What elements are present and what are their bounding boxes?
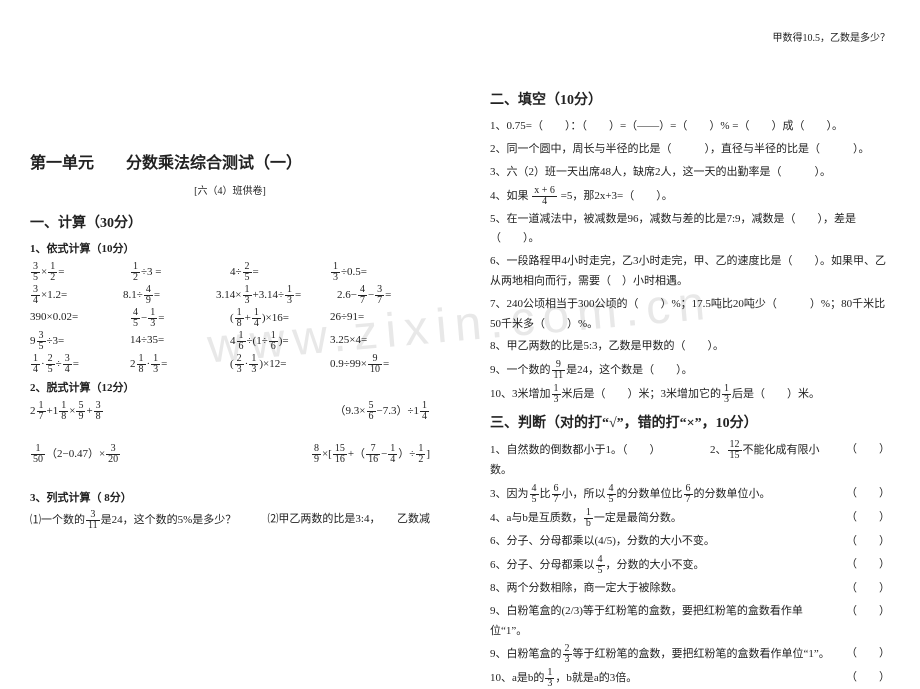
judge-text: 10、a是b的13，b就是a的3倍。 xyxy=(490,668,637,689)
calc-row: 14·25÷34= 218·13= (23·13)×12= 0.9÷99×910… xyxy=(30,354,430,375)
calc2-cell: 217+118×59+38 xyxy=(30,401,230,422)
calc-cell: 45−13= xyxy=(130,308,230,329)
judge-text: 1、自然数的倒数都小于1。（ ） 2、1215不能化成有限小数。 xyxy=(490,440,838,481)
judge-paren: （ ） xyxy=(846,532,890,552)
calc-row: 35×12= 12÷3 = 4÷25= 13÷0.5= xyxy=(30,262,430,283)
judge-paren: （ ） xyxy=(846,484,890,505)
fill-item: 2、同一个圆中，周长与半径的比是（ ），直径与半径的比是（ ）。 xyxy=(490,140,890,160)
judge-paren: （ ） xyxy=(846,644,890,665)
q3-cell: ⑵甲乙两数的比是3:4， 乙数减 xyxy=(236,510,430,531)
fill-item: 8、甲乙两数的比是5:3，乙数是甲数的（ ）。 xyxy=(490,337,890,357)
sub-title: [六（4）班供卷] xyxy=(30,183,430,201)
judge-text: 6、分子、分母都乘以(4/5)，分数的大小不变。 xyxy=(490,532,715,552)
calc-cell: 13÷0.5= xyxy=(330,262,430,283)
left-column: 第一单元 分数乘法综合测试（一） [六（4）班供卷] 一、计算（30分） 1、依… xyxy=(0,0,460,650)
judge-paren: （ ） xyxy=(846,579,890,599)
subsection-1-3: 3、列式计算（ 8分） xyxy=(30,489,430,509)
calc-cell: 12÷3 = xyxy=(130,262,230,283)
fill-item: 9、一个数的911是24，这个数是（ ）。 xyxy=(490,360,890,381)
judge-paren: （ ） xyxy=(846,668,890,689)
judge-text: 3、因为45比67小，所以45的分数单位比67的分数单位小。 xyxy=(490,484,771,505)
calc-row: 935÷3= 14÷35= 416÷(1÷16)= 3.25×4= xyxy=(30,331,430,352)
judge-text: 8、两个分数相除，商一定大于被除数。 xyxy=(490,579,683,599)
calc-cell: 3.14×13+3.14÷13= xyxy=(216,285,337,306)
judge-item: 6、分子、分母都乘以45，分数的大小不变。 （ ） xyxy=(490,555,890,576)
judge-item: 8、两个分数相除，商一定大于被除数。 （ ） xyxy=(490,579,890,599)
calc-cell: 3.25×4= xyxy=(330,331,430,352)
q3-cell: ⑴一个数的311是24，这个数的5%是多少？ xyxy=(30,510,236,531)
judge-paren: （ ） xyxy=(846,555,890,576)
judge-paren: （ ） xyxy=(846,508,890,529)
calc-cell: 14÷35= xyxy=(130,331,230,352)
calc-cell: 390×0.02= xyxy=(30,308,130,329)
calc-cell: 218·13= xyxy=(130,354,230,375)
calc-cell: 14·25÷34= xyxy=(30,354,130,375)
fill-item: 6、一段路程甲4小时走完，乙3小时走完，甲、乙的速度比是（ ）。如果甲、乙从两地… xyxy=(490,252,890,292)
page: 第一单元 分数乘法综合测试（一） [六（4）班供卷] 一、计算（30分） 1、依… xyxy=(0,0,920,650)
subsection-1-2: 2、脱式计算（12分） xyxy=(30,379,430,399)
judge-item: 1、自然数的倒数都小于1。（ ） 2、1215不能化成有限小数。 （ ） xyxy=(490,440,890,481)
fill-item: 5、在一道减法中，被减数是96，减数与差的比是7:9，减数是（ ），差是（ ）。 xyxy=(490,210,890,250)
section-3: 三、判断（对的打“√”，错的打“×”，10分） xyxy=(490,411,890,436)
judge-item: 4、a与b是互质数，1b一定是最简分数。 （ ） xyxy=(490,508,890,529)
calc-cell: 35×12= xyxy=(30,262,130,283)
q3-row: ⑴一个数的311是24，这个数的5%是多少？ ⑵甲乙两数的比是3:4， 乙数减 xyxy=(30,510,430,531)
calc-cell: 26÷91= xyxy=(330,308,430,329)
fill-item: 3、六（2）班一天出席48人，缺席2人，这一天的出勤率是（ ）。 xyxy=(490,163,890,183)
calc-cell: (23·13)×12= xyxy=(230,354,330,375)
unit-title: 第一单元 分数乘法综合测试（一） xyxy=(30,150,430,179)
calc-cell: 4÷25= xyxy=(230,262,330,283)
calc2-cell: （9.3×56−7.3）÷114 xyxy=(230,401,430,422)
calc-cell: (18+14)×16= xyxy=(230,308,330,329)
judge-paren: （ ） xyxy=(846,440,890,481)
calc-row: 34×1.2= 8.1÷49= 3.14×13+3.14÷13= 2.6−47−… xyxy=(30,285,430,306)
section-1: 一、计算（30分） xyxy=(30,211,430,236)
fill-item: 7、240公顷相当于300公顷的（ ）%；17.5吨比20吨少（ ）%；80千米… xyxy=(490,295,890,335)
calc2-row: 217+118×59+38 （9.3×56−7.3）÷114 xyxy=(30,401,430,422)
judge-item: 9、白粉笔盒的23等于红粉笔的盒数，要把红粉笔的盒数看作单位“1”。 （ ） xyxy=(490,644,890,665)
judge-text: 9、白粉笔盒的(2/3)等于红粉笔的盒数，要把红粉笔的盒数看作单位“1”。 xyxy=(490,602,838,642)
fill-item: 10、3米增加13米后是（ ）米；3米增加它的13后是（ ）米。 xyxy=(490,384,890,405)
section-2: 二、填空（10分） xyxy=(490,88,890,113)
judge-item: 6、分子、分母都乘以(4/5)，分数的大小不变。 （ ） xyxy=(490,532,890,552)
subsection-1-1: 1、依式计算（10分） xyxy=(30,240,430,260)
judge-item: 10、a是b的13，b就是a的3倍。 （ ） xyxy=(490,668,890,689)
calc2-row: 150（2−0.47）×320 89×[1516+（716−14）÷12] xyxy=(30,444,430,465)
calc2-cell: 150（2−0.47）×320 xyxy=(30,444,230,465)
judge-text: 6、分子、分母都乘以45，分数的大小不变。 xyxy=(490,555,705,576)
calc-cell: 935÷3= xyxy=(30,331,130,352)
right-column: 甲数得10.5，乙数是多少？ 二、填空（10分） 1、0.75=（ ）：（ ）=… xyxy=(460,0,920,650)
judge-text: 4、a与b是互质数，1b一定是最简分数。 xyxy=(490,508,682,529)
calc-row: 390×0.02= 45−13= (18+14)×16= 26÷91= xyxy=(30,308,430,329)
top-note: 甲数得10.5，乙数是多少？ xyxy=(490,30,890,48)
calc-cell: 34×1.2= xyxy=(30,285,123,306)
calc-cell: 2.6−47−37= xyxy=(337,285,430,306)
judge-text: 9、白粉笔盒的23等于红粉笔的盒数，要把红粉笔的盒数看作单位“1”。 xyxy=(490,644,830,665)
calc-cell: 416÷(1÷16)= xyxy=(230,331,330,352)
judge-item: 9、白粉笔盒的(2/3)等于红粉笔的盒数，要把红粉笔的盒数看作单位“1”。 （ … xyxy=(490,602,890,642)
calc-cell: 0.9÷99×910= xyxy=(330,354,430,375)
fill-item: 1、0.75=（ ）：（ ）=（——）=（ ）% =（ ）成（ ）。 xyxy=(490,117,890,137)
judge-paren: （ ） xyxy=(846,602,890,642)
judge-item: 3、因为45比67小，所以45的分数单位比67的分数单位小。 （ ） xyxy=(490,484,890,505)
calc2-cell: 89×[1516+（716−14）÷12] xyxy=(230,444,430,465)
fill-item: 4、如果 x + 64 =5，那2x+3=（ ）。 xyxy=(490,186,890,207)
calc-cell: 8.1÷49= xyxy=(123,285,216,306)
